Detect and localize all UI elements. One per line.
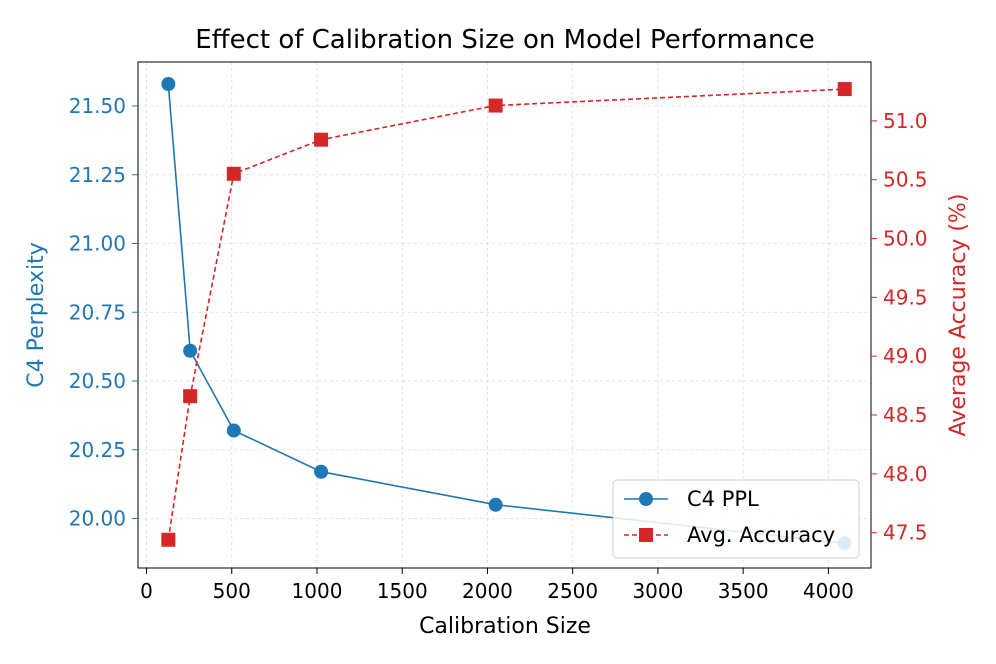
legend: C4 PPL Avg. Accuracy <box>612 479 860 559</box>
x-tick-label: 500 <box>213 579 251 603</box>
point-c4-ppl <box>183 343 198 358</box>
y-left-tick-label: 21.50 <box>69 94 126 118</box>
plot-markers <box>161 77 852 551</box>
y-left-tick-label: 20.00 <box>69 507 126 531</box>
y-left-tick-label: 21.25 <box>69 163 126 187</box>
x-axis-label: Calibration Size <box>419 614 591 639</box>
series-line-avg-accuracy <box>167 88 845 540</box>
plot-frame <box>137 61 872 569</box>
legend-label-c4-ppl: C4 PPL <box>687 487 759 511</box>
point-avg-accuracy <box>226 166 241 181</box>
x-axis: 0 500 1000 1500 2000 2500 3000 3500 4000 <box>140 568 854 603</box>
point-avg-accuracy <box>314 132 329 147</box>
point-avg-accuracy <box>837 82 852 97</box>
point-c4-ppl <box>161 77 176 91</box>
y-axis-left-label: C4 Perplexity <box>24 242 49 387</box>
x-tick-label: 3500 <box>718 579 769 603</box>
y-right-tick-label: 50.0 <box>883 227 928 251</box>
y-right-tick-label: 49.0 <box>883 344 928 368</box>
legend-box <box>612 479 860 559</box>
x-tick-label: 0 <box>140 579 153 603</box>
y-left-tick-label: 20.75 <box>69 300 126 324</box>
point-c4-ppl <box>314 464 329 479</box>
legend-marker-c4-ppl <box>639 492 653 506</box>
y-left-tick-label: 20.25 <box>69 438 126 462</box>
x-tick-label: 2000 <box>462 579 513 603</box>
y-axis-right-label: Average Accuracy (%) <box>946 194 971 437</box>
y-right-tick-label: 49.5 <box>883 285 928 309</box>
y-right-tick-label: 50.5 <box>883 168 928 192</box>
point-c4-ppl <box>226 423 241 438</box>
y-right-tick-label: 48.0 <box>883 462 928 486</box>
x-tick-label: 3000 <box>632 579 683 603</box>
y-right-tick-label: 47.5 <box>883 521 928 545</box>
y-left-tick-label: 20.50 <box>69 369 126 393</box>
y-left-tick-label: 21.00 <box>69 232 126 256</box>
x-tick-label: 1000 <box>292 579 343 603</box>
x-tick-label: 4000 <box>803 579 854 603</box>
y-axis-left: 20.00 20.25 20.50 20.75 21.00 21.25 21.50 <box>69 94 138 531</box>
series-line-c4-ppl <box>167 83 845 545</box>
plot-lines <box>167 83 845 545</box>
point-c4-ppl <box>488 497 503 512</box>
chart-title: Effect of Calibration Size on Model Perf… <box>195 25 815 55</box>
legend-marker-avg-accuracy <box>639 528 653 542</box>
point-avg-accuracy <box>488 98 503 113</box>
y-right-tick-label: 51.0 <box>883 109 928 133</box>
x-tick-label: 2500 <box>547 579 598 603</box>
x-tick-label: 1500 <box>377 579 428 603</box>
y-right-tick-label: 48.5 <box>883 403 928 427</box>
legend-label-avg-accuracy: Avg. Accuracy <box>687 523 835 547</box>
point-avg-accuracy <box>161 532 176 547</box>
y-axis-right: 47.5 48.0 48.5 49.0 49.5 50.0 50.5 51.0 <box>871 109 928 545</box>
point-avg-accuracy <box>183 389 198 404</box>
